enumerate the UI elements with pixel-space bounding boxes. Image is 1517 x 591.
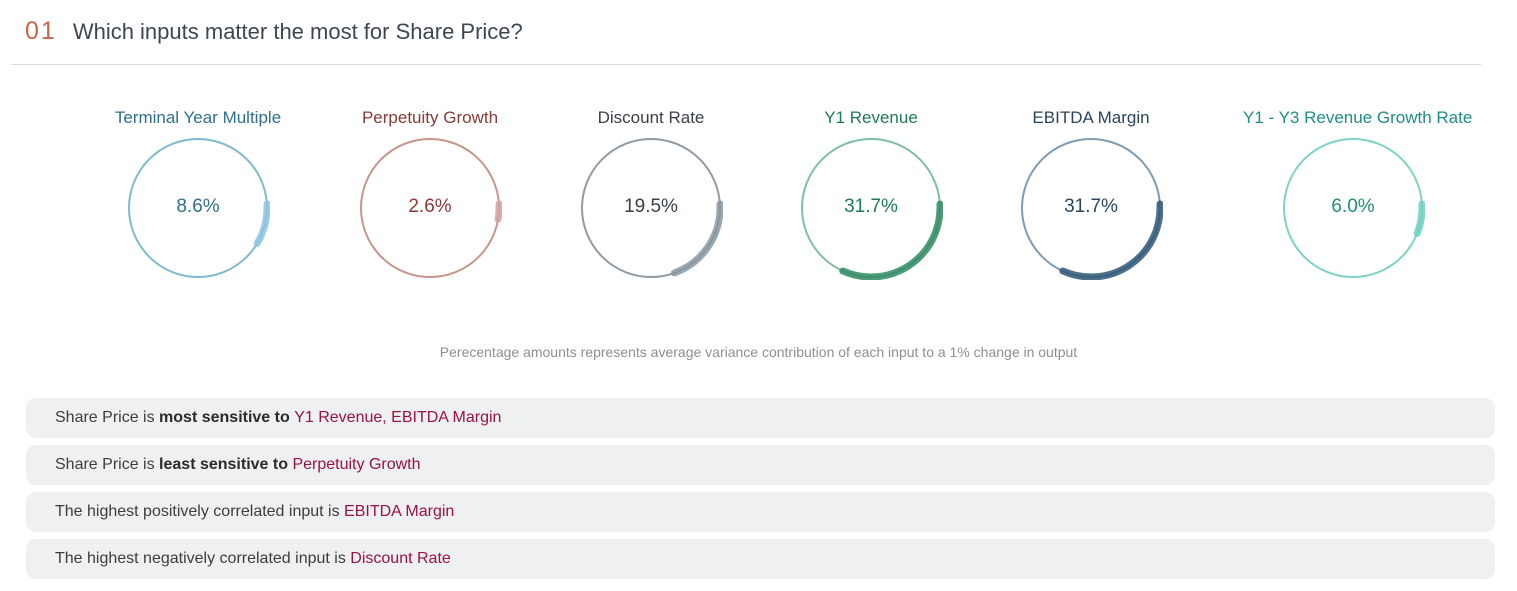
gauge: EBITDA Margin 31.7% xyxy=(981,108,1201,298)
gauge-ring xyxy=(360,138,502,278)
gauge-ring xyxy=(581,138,723,278)
gauge-label: Y1 - Y3 Revenue Growth Rate xyxy=(1243,108,1473,127)
insight-highlight: EBITDA Margin xyxy=(344,503,455,520)
gauge-arc xyxy=(253,200,270,247)
gauge-label: Perpetuity Growth xyxy=(361,108,499,127)
chart-footnote: Perecentage amounts represents average v… xyxy=(439,344,1078,360)
gauge-value: 2.6% xyxy=(408,196,452,217)
gauge-label: Discount Rate xyxy=(597,108,705,127)
gauge-label: Terminal Year Multiple xyxy=(114,108,282,127)
insight-prefix: Share Price is xyxy=(55,456,160,473)
insight-row: Share Price is most sensitive to Y1 Reve… xyxy=(26,398,1495,438)
gauge-ring xyxy=(1283,138,1425,278)
section-title: Which inputs matter the most for Share P… xyxy=(72,19,523,44)
gauge-ring xyxy=(128,138,270,278)
gauge-arc xyxy=(670,200,723,277)
insight-emphasis: most sensitive to xyxy=(159,409,290,426)
gauge-arc xyxy=(1413,200,1425,237)
insight-row: Share Price is least sensitive to Perpet… xyxy=(26,445,1495,485)
gauge-arc xyxy=(1059,200,1163,280)
gauge-arc xyxy=(494,200,502,223)
gauge: Y1 Revenue 31.7% xyxy=(761,108,981,298)
gauge-ring xyxy=(801,138,943,280)
gauge-value: 8.6% xyxy=(176,196,220,217)
insight-emphasis: least sensitive to xyxy=(159,456,288,473)
insight-highlight: Discount Rate xyxy=(350,550,451,567)
insight-prefix: Share Price is xyxy=(55,409,160,426)
gauge-value: 19.5% xyxy=(624,196,678,217)
gauge: Terminal Year Multiple 8.6% xyxy=(88,108,308,298)
insight-prefix: The highest negatively correlated input … xyxy=(55,550,346,567)
insight-highlight: Perpetuity Growth xyxy=(292,456,421,473)
divider xyxy=(11,64,1481,65)
insight-highlight: Y1 Revenue, EBITDA Margin xyxy=(294,409,502,426)
gauge-value: 6.0% xyxy=(1331,196,1375,217)
section-number: 01 xyxy=(25,17,57,45)
insight-row: The highest positively correlated input … xyxy=(26,492,1495,532)
gauge-ring xyxy=(1021,138,1163,280)
gauge-label: EBITDA Margin xyxy=(1032,108,1150,127)
section-header: 01 Which inputs matter the most for Shar… xyxy=(25,17,523,46)
gauge-value: 31.7% xyxy=(1064,196,1118,217)
gauge-value: 31.7% xyxy=(844,196,898,217)
gauge: Perpetuity Growth 2.6% xyxy=(320,108,540,298)
gauge-arc xyxy=(839,200,943,280)
gauge: Y1 - Y3 Revenue Growth Rate 6.0% xyxy=(1243,108,1473,298)
gauge-label: Y1 Revenue xyxy=(824,108,918,127)
gauge: Discount Rate 19.5% xyxy=(541,108,761,298)
insight-row: The highest negatively correlated input … xyxy=(26,539,1495,579)
insight-prefix: The highest positively correlated input … xyxy=(55,503,340,520)
